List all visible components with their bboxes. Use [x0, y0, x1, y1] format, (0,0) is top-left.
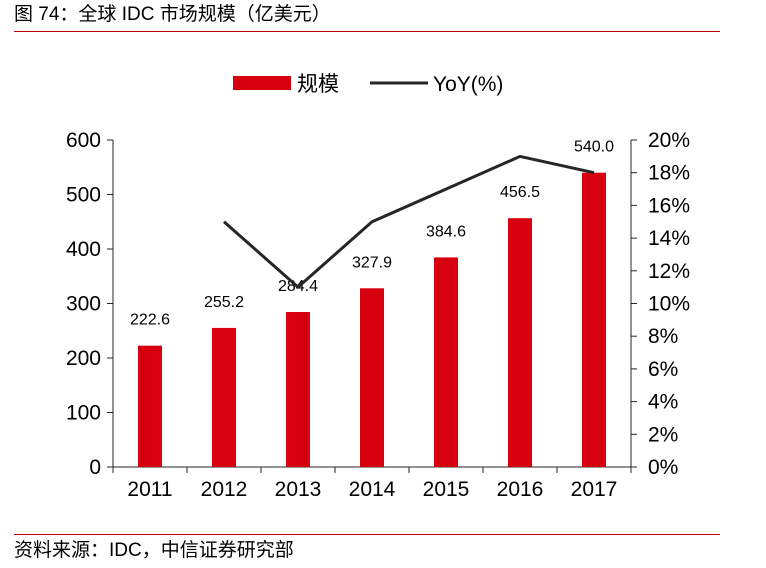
left-y-tick-label: 600	[66, 129, 101, 152]
right-y-tick-label: 16%	[648, 194, 690, 217]
legend-label-bar: 规模	[297, 73, 339, 96]
idc-market-chart: 规模 YoY(%) 222.6255.2284.4327.9384.6456.5…	[66, 73, 690, 501]
right-y-tick-label: 2%	[648, 423, 678, 446]
right-y-tick-label: 10%	[648, 293, 690, 316]
bar-value-label: 327.9	[352, 254, 392, 271]
right-y-tick-label: 6%	[648, 358, 678, 381]
bar-value-label: 255.2	[204, 294, 244, 311]
left-y-tick-label: 400	[66, 238, 101, 261]
x-tick-label: 2014	[349, 478, 396, 501]
legend: 规模 YoY(%)	[233, 73, 503, 96]
title-divider	[14, 31, 720, 32]
bar	[212, 327, 236, 467]
right-y-tick-label: 0%	[648, 456, 678, 479]
right-y-tick-label: 8%	[648, 325, 678, 348]
bar	[360, 288, 384, 467]
left-y-tick-label: 0	[89, 456, 101, 479]
left-y-tick-label: 300	[66, 293, 101, 316]
legend-label-line: YoY(%)	[433, 73, 503, 96]
left-y-tick-label: 200	[66, 347, 101, 370]
yoy-line-series	[223, 154, 595, 290]
x-tick-label: 2013	[275, 478, 322, 501]
left-y-tick-label: 500	[66, 184, 101, 207]
right-y-tick-label: 20%	[648, 129, 690, 152]
bar-value-label: 456.5	[500, 184, 540, 201]
bar-value-label: 384.6	[426, 223, 466, 240]
x-tick-label: 2015	[423, 478, 470, 501]
bar	[582, 172, 606, 467]
bar-series	[138, 172, 606, 467]
yoy-line	[223, 154, 595, 290]
bar-value-label: 222.6	[130, 312, 170, 329]
source-divider	[14, 534, 720, 535]
x-tick-label: 2017	[571, 478, 618, 501]
figure-title: 图 74：全球 IDC 市场规模（亿美元）	[14, 4, 331, 25]
x-tick-label: 2016	[497, 478, 544, 501]
right-y-tick-label: 4%	[648, 391, 678, 414]
right-y-tick-label: 12%	[648, 260, 690, 283]
left-y-tick-label: 100	[66, 402, 101, 425]
bar-value-label: 540.0	[574, 139, 614, 156]
right-y-tick-label: 14%	[648, 227, 690, 250]
x-tick-labels: 2011 2012 2013 2014 2015 2016 2017	[127, 478, 617, 501]
right-y-tick-labels: 0% 2% 4% 6% 8% 10% 12% 14% 16% 18% 20%	[648, 129, 690, 479]
bar	[138, 345, 162, 467]
right-y-tick-label: 18%	[648, 162, 690, 185]
bar	[434, 257, 458, 467]
left-y-tick-labels: 0 100 200 300 400 500 600	[66, 129, 101, 479]
x-tick-label: 2011	[127, 478, 172, 501]
x-tick-label: 2012	[201, 478, 248, 501]
legend-swatch-bar	[233, 76, 291, 90]
bar	[286, 312, 310, 467]
source-note: 资料来源：IDC，中信证券研究部	[14, 540, 294, 561]
bar	[508, 218, 532, 467]
